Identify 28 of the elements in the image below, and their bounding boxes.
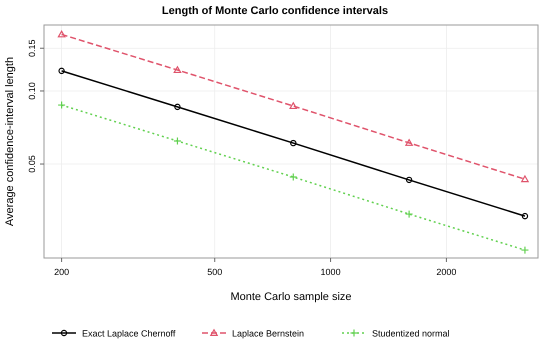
y-tick-label: 0.10 bbox=[27, 82, 37, 100]
y-axis-title: Average confidence-interval length bbox=[4, 56, 16, 226]
x-tick-label: 2000 bbox=[436, 267, 456, 277]
point bbox=[58, 100, 66, 110]
point bbox=[174, 104, 181, 110]
y-tick-label: 0.05 bbox=[27, 155, 37, 173]
legend-label: Laplace Bernstein bbox=[232, 328, 304, 338]
point bbox=[58, 30, 66, 38]
x-tick-label: 1000 bbox=[320, 267, 341, 277]
y-tick-label: 0.15 bbox=[27, 39, 37, 58]
point bbox=[289, 172, 298, 182]
point bbox=[522, 212, 528, 220]
legend-label: Exact Laplace Chernoff bbox=[82, 328, 176, 338]
x-tick-label: 200 bbox=[54, 267, 70, 277]
legend-label: Studentized normal bbox=[372, 328, 450, 338]
point bbox=[405, 210, 414, 218]
point bbox=[405, 139, 413, 146]
point bbox=[58, 68, 65, 74]
point bbox=[520, 246, 530, 254]
point bbox=[521, 175, 529, 182]
x-axis-title: Monte Carlo sample size bbox=[230, 291, 352, 303]
chart-title: Length of Monte Carlo confidence intervals bbox=[162, 5, 388, 17]
point bbox=[290, 140, 296, 146]
point bbox=[174, 66, 182, 74]
point bbox=[289, 102, 298, 110]
x-tick-label: 500 bbox=[207, 267, 222, 277]
point bbox=[406, 176, 412, 184]
point bbox=[173, 136, 182, 146]
